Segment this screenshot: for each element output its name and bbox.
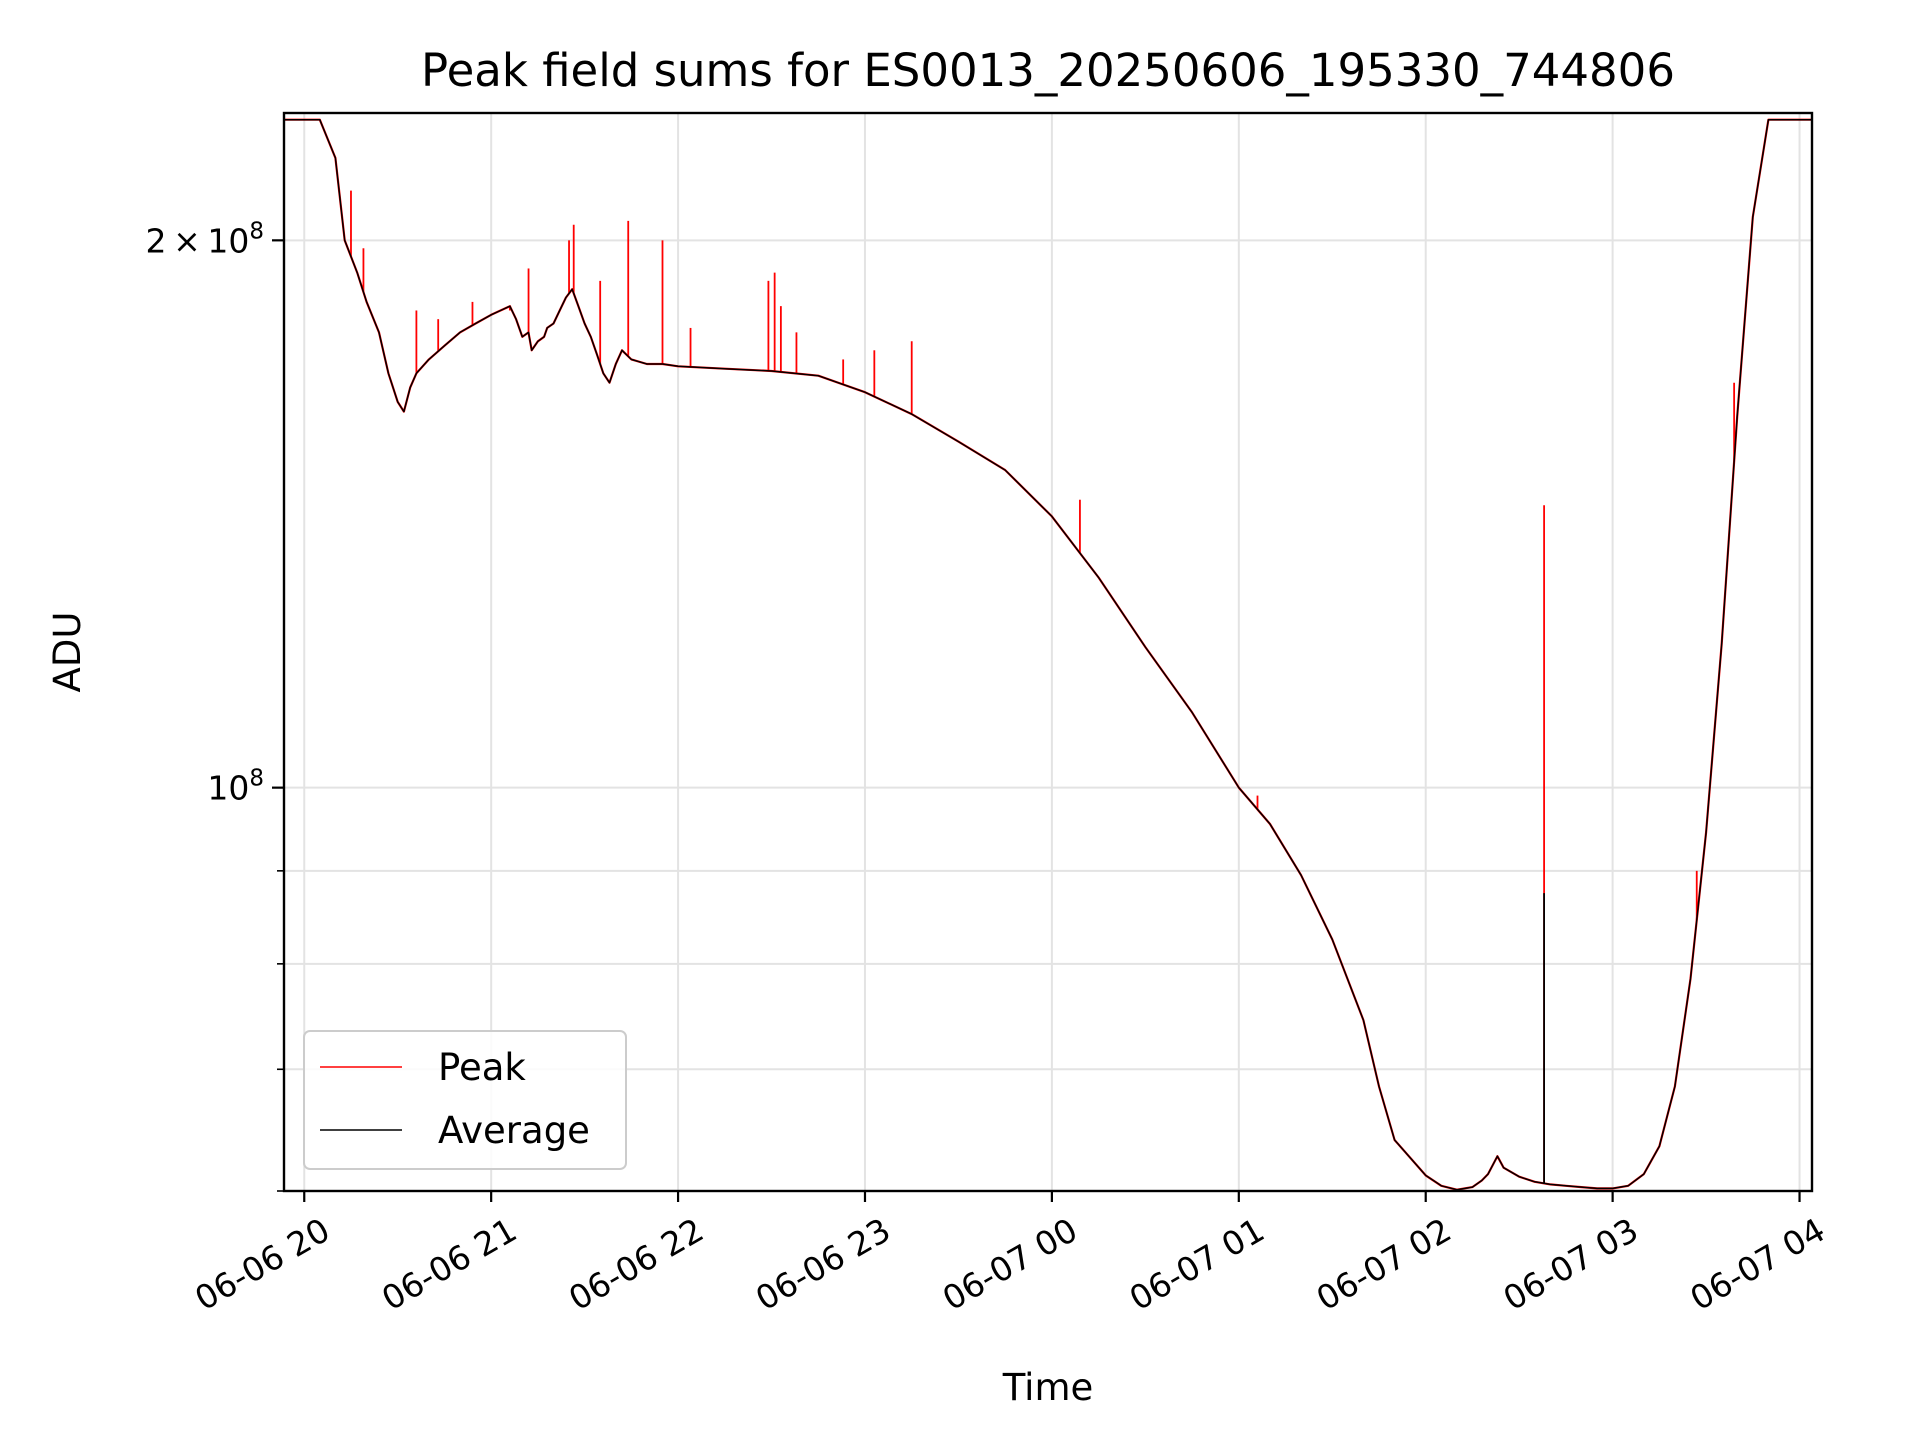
y-axis: 2 × 108 108: [146, 218, 284, 1192]
y-tick-label: 2 × 108: [146, 218, 264, 260]
grid: [284, 113, 1812, 1192]
chart-title: Peak field sums for ES0013_20250606_1953…: [421, 44, 1675, 97]
series-line-average: [284, 118, 1812, 1191]
legend-box: [303, 1030, 627, 1170]
x-axis-label: Time: [1002, 1366, 1094, 1409]
legend-label-peak: Peak: [438, 1046, 526, 1089]
series-layer: [284, 118, 1812, 1191]
legend: Peak Average: [303, 1030, 627, 1170]
y-tick-label: 108: [207, 766, 264, 808]
legend-label-average: Average: [438, 1109, 590, 1152]
y-axis-label: ADU: [46, 612, 89, 693]
plot-frame: [282, 111, 1814, 1193]
